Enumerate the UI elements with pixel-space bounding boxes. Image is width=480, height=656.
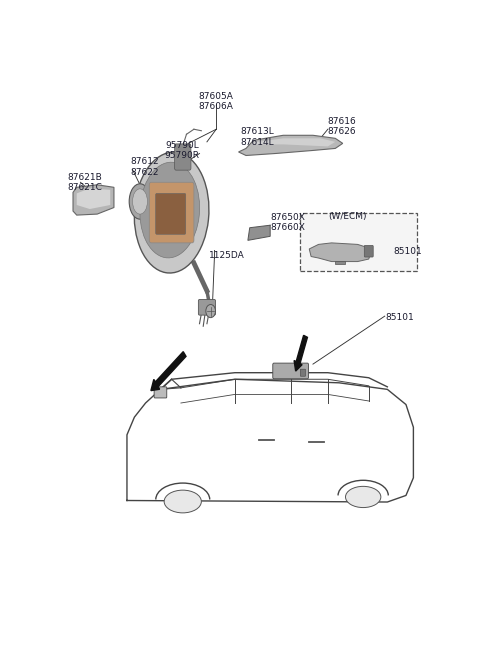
Ellipse shape <box>346 486 381 508</box>
Polygon shape <box>253 138 335 146</box>
FancyBboxPatch shape <box>273 363 309 379</box>
Text: 87621B
87621C: 87621B 87621C <box>67 173 102 192</box>
FancyArrow shape <box>294 335 307 371</box>
FancyBboxPatch shape <box>198 299 216 315</box>
Text: 87605A
87606A: 87605A 87606A <box>199 92 234 111</box>
Text: (W/ECM): (W/ECM) <box>328 212 366 220</box>
Ellipse shape <box>132 189 147 214</box>
Ellipse shape <box>129 184 151 219</box>
FancyArrow shape <box>151 352 186 390</box>
Ellipse shape <box>164 490 202 513</box>
Circle shape <box>206 304 216 318</box>
Polygon shape <box>309 243 371 262</box>
Polygon shape <box>77 188 110 209</box>
Text: 87616
87626: 87616 87626 <box>328 117 357 136</box>
FancyBboxPatch shape <box>300 369 305 377</box>
Polygon shape <box>239 135 343 155</box>
FancyBboxPatch shape <box>149 182 194 243</box>
Text: 85101: 85101 <box>393 247 422 256</box>
Ellipse shape <box>140 162 200 258</box>
Text: 87613L
87614L: 87613L 87614L <box>240 127 274 146</box>
Ellipse shape <box>134 152 209 273</box>
Polygon shape <box>248 225 270 240</box>
FancyBboxPatch shape <box>175 144 191 170</box>
Text: 95790L
95790R: 95790L 95790R <box>165 141 200 160</box>
Text: 87650X
87660X: 87650X 87660X <box>270 213 305 232</box>
Text: 1125DA: 1125DA <box>209 251 244 260</box>
FancyBboxPatch shape <box>364 245 373 257</box>
FancyBboxPatch shape <box>154 387 167 398</box>
FancyBboxPatch shape <box>156 194 186 234</box>
Bar <box>300 213 417 271</box>
Polygon shape <box>73 185 114 215</box>
Polygon shape <box>335 261 345 264</box>
Text: 87612
87622: 87612 87622 <box>131 157 159 177</box>
Text: 85101: 85101 <box>385 313 414 321</box>
